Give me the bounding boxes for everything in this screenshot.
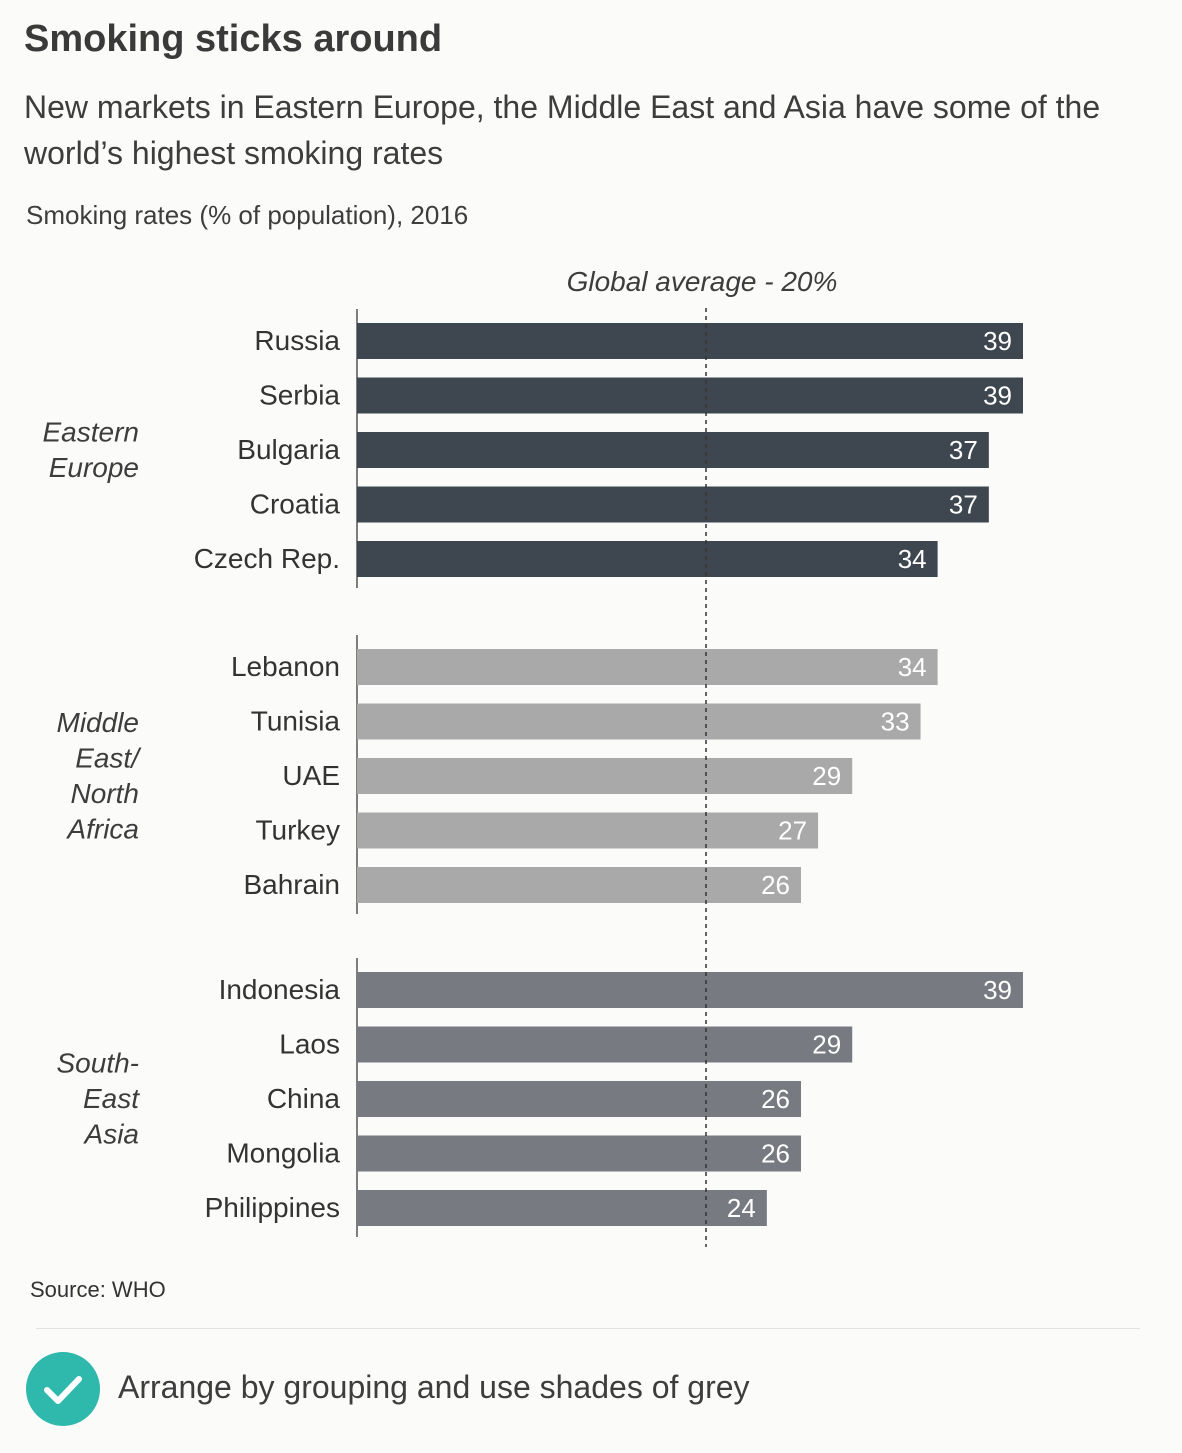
bar	[357, 649, 938, 685]
data-label: 27	[778, 816, 807, 846]
data-label: 39	[983, 326, 1012, 356]
bar	[357, 541, 938, 577]
category-label: Czech Rep.	[194, 543, 340, 574]
category-label: Serbia	[259, 380, 340, 411]
data-label: 33	[881, 707, 910, 737]
group-label: Middle East/North Africa	[57, 707, 143, 845]
bar	[357, 1081, 801, 1117]
source-note: Source: WHO	[30, 1277, 166, 1302]
data-label: 39	[983, 975, 1012, 1005]
reference-line-label: Global average - 20%	[567, 266, 838, 297]
bar	[357, 758, 853, 794]
bar-chart: 39 Russia 39 Serbia 37 Bulgaria 37 Croatia 34 Cze…	[43, 266, 1023, 1247]
bar	[357, 1135, 801, 1172]
check-icon	[26, 1352, 100, 1426]
category-label: Russia	[254, 325, 340, 356]
group-label: South-East Asia	[57, 1048, 141, 1150]
bar	[357, 1190, 767, 1226]
bar	[357, 432, 989, 468]
category-label: Tunisia	[251, 706, 341, 737]
bar	[357, 1026, 853, 1063]
data-label: 26	[761, 1139, 790, 1169]
data-label: 26	[761, 1084, 790, 1114]
units-label: Smoking rates (% of population), 2016	[26, 200, 469, 230]
category-label: Laos	[279, 1029, 340, 1060]
bar	[357, 867, 801, 903]
bar	[357, 486, 989, 523]
data-label: 24	[727, 1193, 756, 1223]
bar	[357, 703, 921, 740]
category-label: UAE	[282, 760, 340, 791]
chart-title: Smoking sticks around	[24, 18, 443, 60]
group-label: Eastern Europe	[43, 416, 140, 483]
category-label: Croatia	[250, 489, 341, 520]
data-label: 37	[949, 490, 978, 520]
data-label: 37	[949, 435, 978, 465]
category-label: China	[267, 1083, 341, 1114]
category-label: Lebanon	[231, 651, 340, 682]
data-label: 29	[812, 1030, 841, 1060]
category-label: Bahrain	[243, 869, 340, 900]
data-label: 39	[983, 381, 1012, 411]
category-label: Bulgaria	[237, 434, 340, 465]
bar	[357, 972, 1023, 1008]
data-label: 26	[761, 870, 790, 900]
bar	[357, 377, 1023, 414]
category-label: Turkey	[255, 815, 340, 846]
data-label: 29	[812, 761, 841, 791]
data-label: 34	[898, 544, 927, 574]
data-label: 34	[898, 652, 927, 682]
bar	[357, 323, 1023, 359]
category-label: Indonesia	[219, 974, 341, 1005]
category-label: Mongolia	[226, 1138, 340, 1169]
bar	[357, 812, 819, 849]
category-label: Philippines	[205, 1192, 340, 1223]
footer-note: Arrange by grouping and use shades of gr…	[118, 1369, 750, 1405]
divider	[36, 1328, 1140, 1329]
chart-subtitle: New markets in Eastern Europe, the Middl…	[24, 89, 1101, 171]
